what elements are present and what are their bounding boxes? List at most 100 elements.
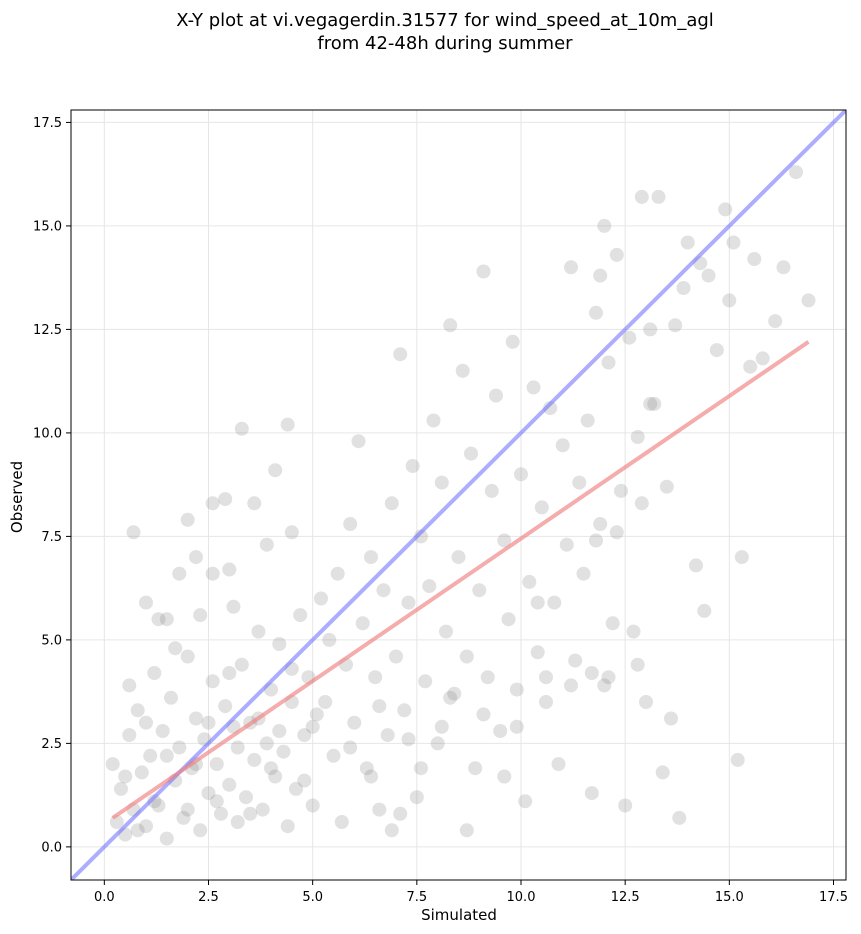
data-point <box>434 475 449 490</box>
data-point <box>643 322 658 337</box>
data-point <box>589 305 603 320</box>
data-point <box>343 517 358 531</box>
data-point <box>247 496 262 511</box>
data-point <box>676 281 691 295</box>
data-point <box>609 525 624 540</box>
y-axis-label: Observed <box>8 461 26 533</box>
data-point <box>630 657 645 672</box>
fit-line <box>111 340 810 820</box>
data-point <box>564 260 578 275</box>
x-tick-label: 17.5 <box>819 890 848 905</box>
data-point <box>180 802 195 817</box>
data-point <box>789 165 803 180</box>
data-point <box>209 757 224 772</box>
data-point <box>218 699 233 714</box>
x-tick-label: 2.5 <box>198 890 219 905</box>
data-point <box>439 624 453 639</box>
data-point <box>280 417 295 432</box>
data-point <box>122 728 137 743</box>
data-point <box>605 616 620 631</box>
data-point <box>159 612 174 627</box>
data-point <box>276 744 291 759</box>
data-point <box>472 583 487 598</box>
data-point <box>734 550 749 565</box>
data-point <box>426 413 441 428</box>
data-point <box>139 715 153 730</box>
data-point <box>151 612 166 627</box>
data-point <box>509 682 524 697</box>
data-point <box>105 757 120 772</box>
data-point <box>647 396 662 411</box>
data-point <box>564 678 578 693</box>
data-point <box>584 666 599 680</box>
line-group <box>71 110 846 880</box>
data-point <box>593 268 608 283</box>
data-point <box>601 670 616 685</box>
data-point <box>589 533 603 548</box>
data-point <box>239 790 253 805</box>
data-point <box>447 686 462 701</box>
data-point <box>376 583 391 598</box>
data-point <box>743 359 758 374</box>
data-point <box>393 347 408 362</box>
data-point <box>597 678 612 693</box>
data-point <box>130 703 145 718</box>
data-point <box>801 293 816 308</box>
chart-title-line-2: from 42-48h during summer <box>317 33 573 54</box>
data-point <box>476 264 491 279</box>
data-point <box>718 202 733 217</box>
data-point <box>372 699 387 714</box>
data-point <box>443 690 458 705</box>
data-point <box>434 719 449 734</box>
y-tick-label: 5.0 <box>41 633 62 648</box>
data-point <box>593 517 608 531</box>
data-point <box>522 574 537 589</box>
data-point <box>726 235 741 250</box>
data-point <box>668 318 683 333</box>
data-point <box>180 649 195 664</box>
data-point <box>664 711 678 726</box>
data-point <box>193 608 208 623</box>
data-point <box>489 388 503 403</box>
data-point <box>401 595 416 610</box>
data-point <box>443 318 458 333</box>
data-point <box>580 413 595 428</box>
data-point <box>468 761 483 776</box>
data-point <box>126 525 141 540</box>
data-point <box>584 786 599 801</box>
data-point <box>372 802 387 817</box>
data-point <box>230 815 245 829</box>
data-point <box>284 525 299 540</box>
y-tick-label: 10.0 <box>33 426 62 441</box>
data-point <box>409 790 424 805</box>
data-point <box>159 831 174 846</box>
data-point <box>451 550 466 565</box>
data-point <box>205 566 220 581</box>
data-point <box>355 616 370 631</box>
data-point <box>222 562 237 577</box>
data-point <box>297 773 312 788</box>
data-point <box>530 645 545 660</box>
data-point <box>709 343 724 358</box>
data-point <box>518 794 533 809</box>
data-point <box>222 666 237 680</box>
data-point <box>576 566 591 581</box>
data-point <box>243 806 258 821</box>
data-point <box>572 475 587 490</box>
y-tick-label: 15.0 <box>33 219 62 234</box>
data-point <box>139 595 153 610</box>
data-point <box>618 798 633 813</box>
plot-frame <box>70 109 847 881</box>
data-point <box>130 823 145 838</box>
data-point <box>380 728 395 743</box>
data-point <box>601 355 616 370</box>
data-point <box>147 666 162 680</box>
data-point <box>559 537 574 552</box>
x-tick-label: 0.0 <box>94 890 115 905</box>
data-point <box>514 467 528 482</box>
data-point <box>214 806 228 821</box>
data-point <box>226 599 241 614</box>
x-tick-label: 15.0 <box>715 890 744 905</box>
data-point <box>122 678 137 693</box>
